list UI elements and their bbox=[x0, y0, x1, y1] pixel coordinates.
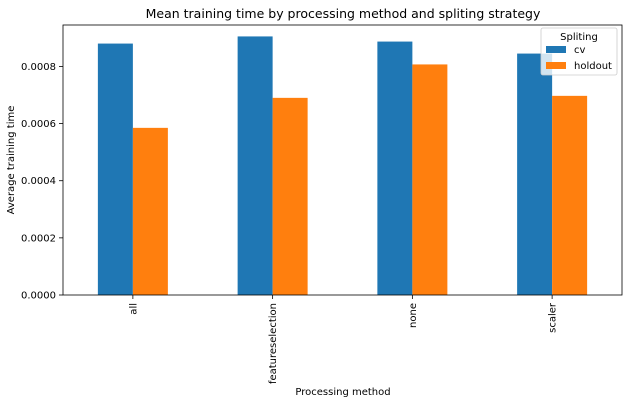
x-axis-label: Processing method bbox=[295, 387, 390, 398]
bar-holdout-none bbox=[412, 64, 448, 295]
legend-swatch-cv bbox=[546, 46, 566, 53]
plot-frame bbox=[62, 24, 623, 296]
x-tick-label-scaler: scaler bbox=[548, 302, 559, 333]
x-tick-label-featureselection: featureselection bbox=[268, 303, 279, 384]
legend-title: Spliting bbox=[560, 32, 598, 43]
bars-layer bbox=[97, 36, 588, 296]
bar-cv-none bbox=[377, 41, 413, 296]
legend: Spliting cv holdout bbox=[540, 27, 618, 76]
y-tick-label: 0.0002 bbox=[21, 233, 56, 244]
x-tick-label-all: all bbox=[128, 303, 139, 315]
x-axis: all featureselection none scaler bbox=[128, 295, 559, 384]
y-axis-label: Average training time bbox=[6, 106, 17, 215]
bar-holdout-featureselection bbox=[272, 97, 308, 295]
legend-label-cv: cv bbox=[574, 45, 585, 56]
y-tick-label: 0.0008 bbox=[21, 62, 56, 73]
legend-label-holdout: holdout bbox=[574, 61, 612, 72]
y-axis: 0.0000 0.0002 0.0004 0.0006 0.0008 bbox=[21, 62, 63, 302]
chart-title: Mean training time by processing method … bbox=[146, 6, 541, 21]
x-tick-label-none: none bbox=[408, 303, 419, 328]
y-tick-label: 0.0006 bbox=[21, 119, 56, 130]
bar-cv-featureselection bbox=[237, 36, 273, 296]
y-tick-label: 0.0004 bbox=[21, 176, 56, 187]
bar-holdout-scaler bbox=[552, 95, 588, 295]
bar-cv-scaler bbox=[517, 53, 553, 296]
bar-cv-all bbox=[97, 43, 133, 296]
bar-holdout-all bbox=[132, 127, 168, 295]
legend-swatch-holdout bbox=[546, 62, 566, 69]
y-tick-label: 0.0000 bbox=[21, 291, 56, 302]
